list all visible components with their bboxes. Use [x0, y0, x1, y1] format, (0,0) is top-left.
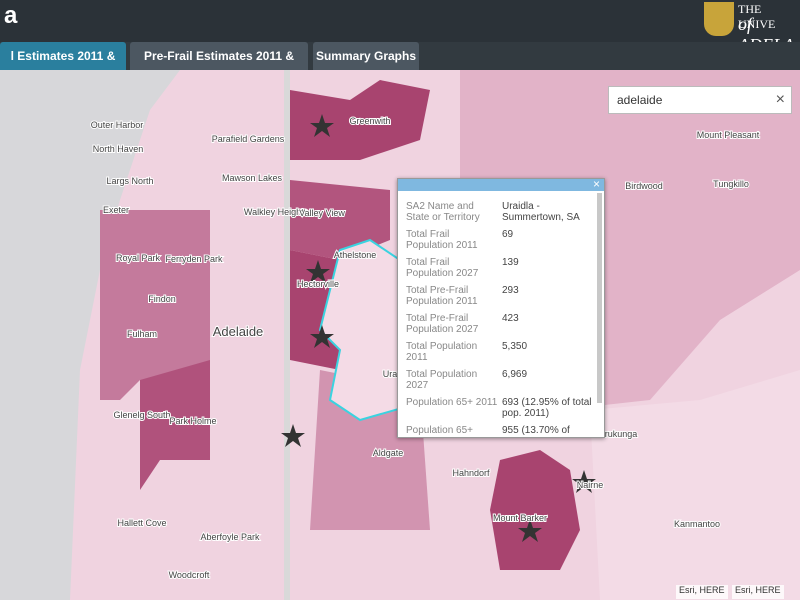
field-name: Total Pre-Frail Population 2027: [406, 313, 479, 335]
field-value: 423: [502, 313, 519, 324]
field-value: 693 (12.95% of total pop. 2011): [502, 397, 592, 419]
map-label: Nairne: [577, 480, 604, 490]
popup-row: Total Population 2011 5,350: [404, 339, 598, 367]
map-label: Mount Barker: [493, 513, 547, 523]
markers: [281, 114, 596, 542]
map-label: Adelaide: [213, 324, 264, 339]
popup-row: Total Frail Population 2011 69: [404, 227, 598, 255]
popup-close[interactable]: ×: [592, 178, 600, 191]
tab[interactable]: Pre-Frail Estimates 2011 & 2027: [130, 42, 308, 91]
popup-table: SA2 Name and State or Territory Uraidla -…: [404, 199, 598, 437]
popup-row: Total Pre-Frail Population 2027 423: [404, 311, 598, 339]
scrollbar[interactable]: [597, 193, 602, 403]
popup-titlebar: ×: [398, 179, 604, 191]
field-name: Total Frail Population 2011: [406, 229, 478, 251]
swipe-divider[interactable]: [284, 70, 290, 600]
map-label: Aberfoyle Park: [200, 532, 260, 542]
popup-row: Total Population 2027 6,969: [404, 367, 598, 395]
field-name: SA2 Name and State or Territory: [406, 201, 480, 223]
sea: [0, 70, 180, 600]
logo-crest: [704, 2, 734, 36]
popup-row: Total Pre-Frail Population 2011 293: [404, 283, 598, 311]
app-title: a: [4, 2, 18, 29]
region: [290, 250, 340, 370]
field-value: 6,969: [502, 369, 528, 380]
map-label: Royal Park: [116, 253, 161, 263]
field-name: Population 65+ 2011: [406, 397, 498, 408]
map-label: Glenelg South: [113, 410, 170, 420]
map-label: Brukunga: [599, 429, 638, 439]
region: [100, 210, 210, 400]
map-label: Exeter: [103, 205, 129, 215]
map-label: Aldgate: [373, 448, 404, 458]
field-value: 293: [502, 285, 519, 296]
map-label: Mount Pleasant: [697, 130, 760, 140]
field-value: Uraidla - Summertown, SA: [502, 201, 580, 223]
field-name: Total Population 2027: [406, 369, 478, 391]
attribution: Esri, HERE: [676, 585, 728, 599]
region: [290, 80, 430, 160]
popup-row: SA2 Name and State or Territory Uraidla -…: [404, 199, 598, 227]
region: [490, 450, 580, 570]
search-input[interactable]: adelaide: [617, 93, 663, 107]
popup-row: Total Frail Population 2027 139: [404, 255, 598, 283]
clear-button[interactable]: ×: [775, 91, 785, 108]
map-label: Largs North: [106, 176, 153, 186]
field-name: Total Frail Population 2027: [406, 257, 479, 279]
map-label: Hahndorf: [452, 468, 490, 478]
map-label: Mawson Lakes: [222, 173, 283, 183]
map-label: Kanmantoo: [674, 519, 720, 529]
field-name: Total Population 2011: [406, 341, 478, 363]
map-label: Park Holme: [169, 416, 216, 426]
map-label: North Haven: [93, 144, 144, 154]
map-label: Fulham: [127, 329, 157, 339]
map-label: Tungkillo: [713, 179, 749, 189]
logo-text: THE UNIVE: [738, 2, 776, 31]
region: [590, 370, 800, 600]
tab[interactable]: Summary Graphs: [313, 42, 419, 70]
region: [290, 180, 390, 260]
map-label: Parafield Gardens: [212, 134, 285, 144]
map-label: Hectorville: [297, 279, 339, 289]
field-value: 139: [502, 257, 519, 268]
map-label: Greenwith: [349, 116, 390, 126]
search-box[interactable]: adelaide ×: [608, 86, 792, 114]
map-label: Valley View: [299, 208, 345, 218]
map-label: Ferryden Park: [165, 254, 223, 264]
map-label: Walkley Heights: [244, 207, 309, 217]
tab-bar: l Estimates 2011 & 2027 Pre-Frail Estima…: [0, 42, 800, 91]
header: a THE UNIVE of ADELA: [0, 0, 800, 55]
map-label: Ura: [383, 369, 398, 379]
map-label: Athelstone: [334, 250, 377, 260]
attribution: Esri, HERE: [732, 585, 784, 599]
map-label: Findon: [148, 294, 176, 304]
region: [140, 360, 210, 490]
tab[interactable]: l Estimates 2011 & 2027: [0, 42, 126, 91]
field-name: Population 65+: [406, 425, 474, 436]
map-label: Birdwood: [625, 181, 663, 191]
map-label: Hallett Cove: [117, 518, 166, 528]
map-label: Outer Harbor: [91, 120, 144, 130]
field-name: Total Pre-Frail Population 2011: [406, 285, 478, 307]
field-value: 69: [502, 229, 514, 240]
popup-row: Population 65+ 2011 693 (12.95% of total …: [404, 395, 598, 423]
field-value: 5,350: [502, 341, 528, 352]
popup: × SA2 Name and State or Territory Uraidla…: [397, 178, 605, 438]
popup-row: Population 65+ 955 (13.70% of: [404, 423, 598, 437]
map-label: Woodcroft: [169, 570, 210, 580]
field-value: 955 (13.70% of: [502, 425, 570, 436]
